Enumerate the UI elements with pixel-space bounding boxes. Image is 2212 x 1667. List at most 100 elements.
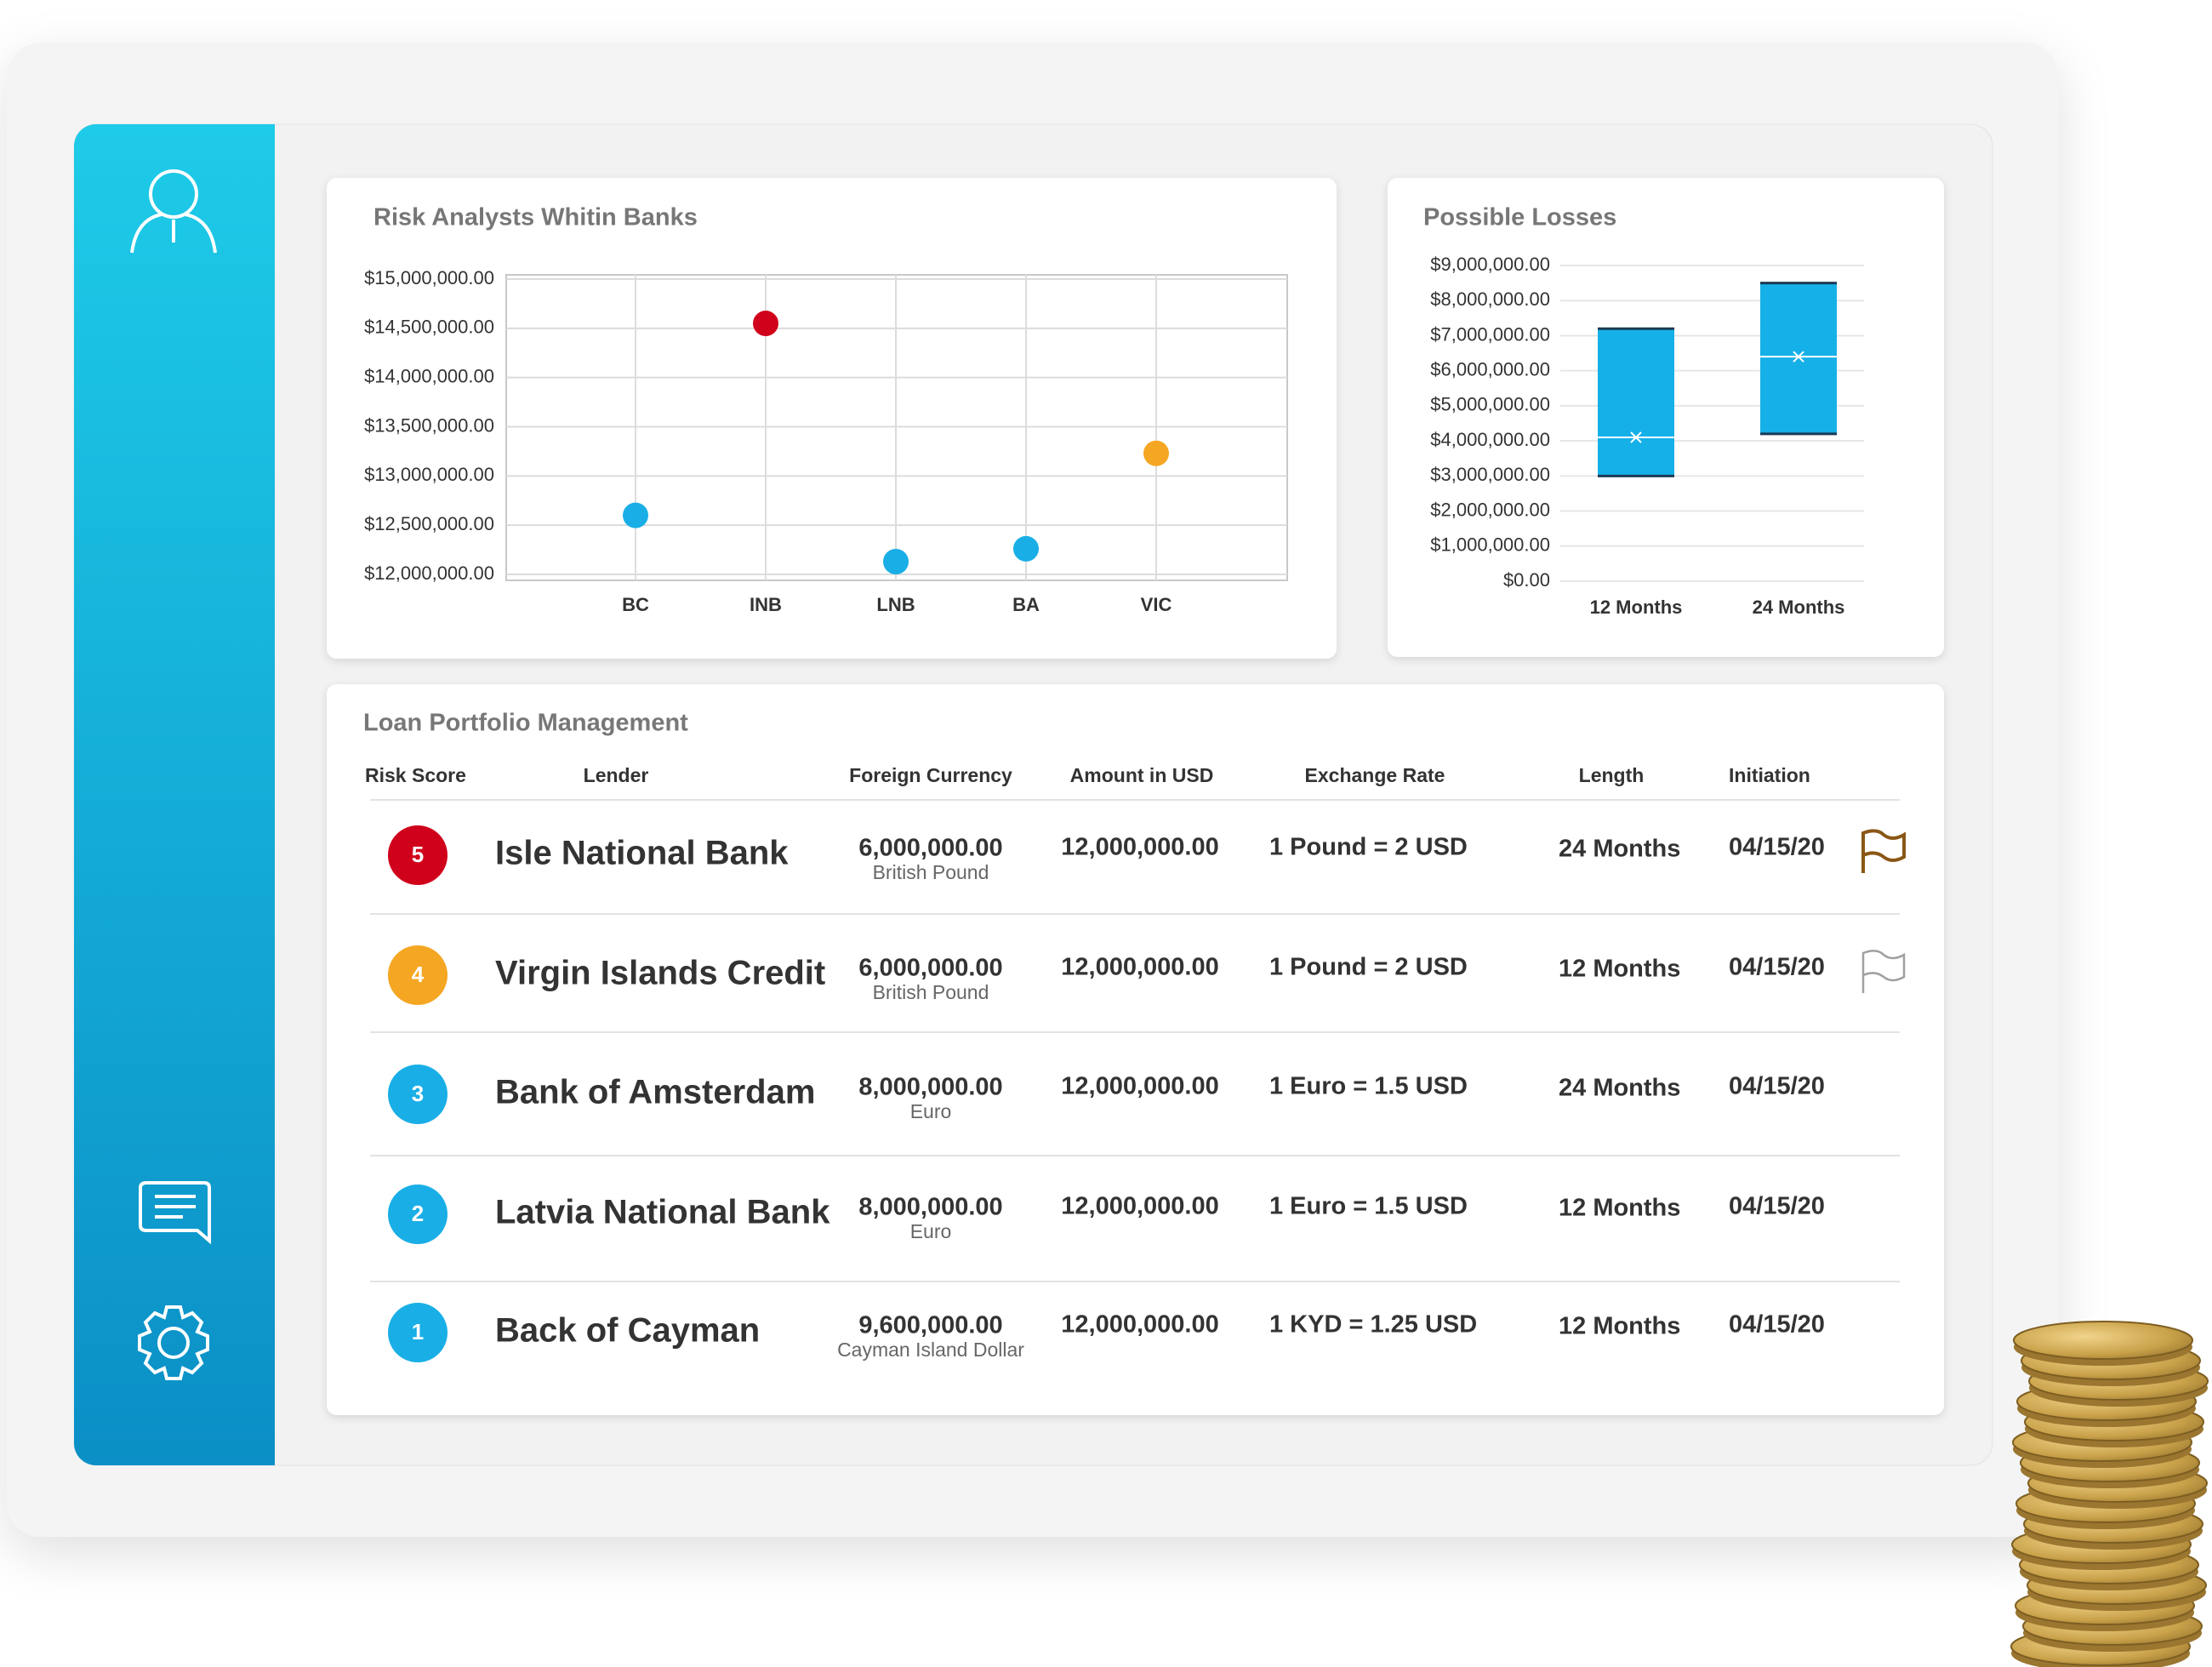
y-tick-label: $7,000,000.00 (1430, 323, 1550, 345)
risk-score: 5 (412, 842, 424, 867)
y-tick-label: $12,000,000.00 (364, 562, 494, 584)
x-tick-label: 12 Months (1590, 597, 1683, 618)
point (753, 311, 778, 337)
coin-stack (2010, 1321, 2209, 1667)
risk-score: 4 (412, 962, 425, 987)
coin (2013, 1321, 2193, 1360)
column-header: Length (1579, 764, 1645, 786)
point (883, 548, 909, 574)
mean-marker (1598, 431, 1674, 443)
y-tick-label: $12,500,000.00 (364, 513, 494, 534)
y-tick-label: $6,000,000.00 (1430, 358, 1550, 380)
box (1760, 283, 1837, 434)
risk-score: 2 (412, 1201, 424, 1226)
y-tick-label: $3,000,000.00 (1430, 464, 1550, 485)
risk-badge (388, 825, 448, 885)
point (623, 502, 648, 528)
lender-name: Latvia National Bank (495, 1194, 830, 1231)
currency-name: Euro (910, 1100, 952, 1122)
foreign-amount: 6,000,000.00 (858, 835, 1002, 862)
mean-x (1630, 431, 1642, 443)
exchange-rate: 1 Pound = 2 USD (1269, 954, 1468, 981)
loan-length: 12 Months (1559, 956, 1680, 983)
x-tick-label: BC (622, 594, 649, 615)
risk-badge (388, 945, 448, 1005)
usd-amount: 12,000,000.00 (1061, 1193, 1218, 1220)
y-tick-label: $4,000,000.00 (1430, 429, 1550, 450)
risk-score: 1 (412, 1319, 424, 1344)
risk-badge (388, 1185, 448, 1244)
y-tick-label: $15,000,000.00 (364, 267, 494, 288)
column-header: Initiation (1729, 764, 1810, 786)
x-tick-label: VIC (1141, 594, 1172, 615)
loan-length: 24 Months (1559, 1075, 1680, 1102)
column-header: Exchange Rate (1305, 764, 1445, 786)
point (1143, 440, 1169, 466)
y-tick-label: $9,000,000.00 (1430, 254, 1550, 275)
exchange-rate: 1 Euro = 1.5 USD (1269, 1073, 1468, 1100)
y-tick-label: $2,000,000.00 (1430, 499, 1550, 520)
column-header: Lender (584, 764, 649, 786)
y-tick-label: $5,000,000.00 (1430, 394, 1550, 415)
y-tick-label: $13,500,000.00 (364, 414, 494, 436)
mean-x (1793, 351, 1804, 363)
usd-amount: 12,000,000.00 (1061, 1311, 1218, 1339)
foreign-amount: 8,000,000.00 (858, 1074, 1002, 1101)
box (1598, 328, 1674, 477)
y-tick-label: $8,000,000.00 (1430, 288, 1550, 310)
scatter-card (327, 178, 1337, 659)
user-icon[interactable] (130, 169, 217, 254)
initiation-date: 04/15/20 (1729, 834, 1825, 861)
chart-title: Risk Analysts Whitin Banks (373, 204, 698, 231)
chat-icon[interactable] (139, 1181, 211, 1245)
currency-name: Euro (910, 1220, 952, 1242)
column-header: Foreign Currency (849, 764, 1012, 786)
y-tick-label: $13,000,000.00 (364, 464, 494, 485)
initiation-date: 04/15/20 (1729, 954, 1825, 981)
y-tick-label: $1,000,000.00 (1430, 534, 1550, 556)
x-tick-label: INB (750, 594, 782, 615)
mean-marker (1760, 351, 1837, 363)
usd-amount: 12,000,000.00 (1061, 954, 1218, 981)
usd-amount: 12,000,000.00 (1061, 834, 1218, 861)
currency-name: British Pound (873, 861, 989, 883)
x-tick-label: 24 Months (1753, 597, 1845, 618)
lender-name: Bank of Amsterdam (495, 1074, 815, 1111)
initiation-date: 04/15/20 (1729, 1311, 1825, 1339)
column-header: Risk Score (365, 764, 466, 786)
initiation-date: 04/15/20 (1729, 1193, 1825, 1220)
currency-name: Cayman Island Dollar (837, 1339, 1024, 1361)
lender-name: Virgin Islands Credit (495, 955, 825, 992)
currency-name: British Pound (873, 981, 989, 1003)
settings-icon[interactable] (138, 1305, 209, 1380)
loan-length: 24 Months (1559, 836, 1680, 863)
flag-icon[interactable] (1861, 829, 1906, 873)
y-tick-label: $14,500,000.00 (364, 317, 494, 338)
y-tick-label: $14,000,000.00 (364, 365, 494, 386)
foreign-amount: 8,000,000.00 (858, 1194, 1002, 1221)
loan-length: 12 Months (1559, 1313, 1680, 1340)
column-header: Amount in USD (1070, 764, 1214, 786)
risk-badge (388, 1303, 448, 1362)
loan-length: 12 Months (1559, 1195, 1680, 1222)
exchange-rate: 1 Pound = 2 USD (1269, 834, 1468, 861)
lender-name: Isle National Bank (495, 835, 789, 872)
initiation-date: 04/15/20 (1729, 1073, 1825, 1100)
foreign-amount: 9,600,000.00 (858, 1312, 1002, 1339)
flag-icon[interactable] (1861, 950, 1906, 993)
usd-amount: 12,000,000.00 (1061, 1073, 1218, 1100)
y-tick-label: $0.00 (1503, 569, 1550, 591)
chart-title: Possible Losses (1423, 204, 1616, 231)
x-tick-label: LNB (876, 594, 915, 615)
exchange-rate: 1 KYD = 1.25 USD (1269, 1311, 1477, 1339)
exchange-rate: 1 Euro = 1.5 USD (1269, 1193, 1468, 1220)
risk-score: 3 (412, 1081, 424, 1106)
table-title: Loan Portfolio Management (363, 710, 688, 737)
point (1013, 535, 1039, 562)
foreign-amount: 6,000,000.00 (858, 955, 1002, 982)
risk-badge (388, 1065, 448, 1124)
table-card (327, 684, 1944, 1415)
sidebar (74, 124, 275, 1465)
